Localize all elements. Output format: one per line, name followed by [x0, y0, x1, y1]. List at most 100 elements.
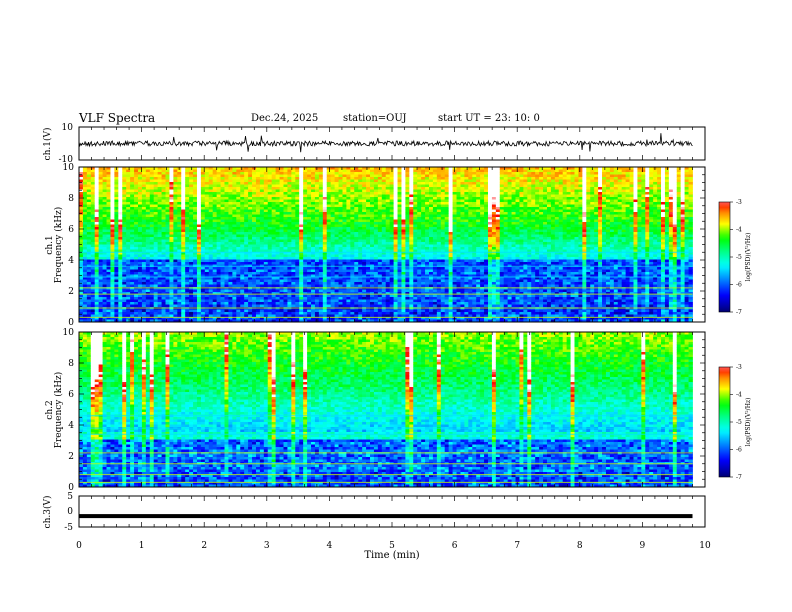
spectrogram-cell	[196, 269, 202, 273]
spectrogram-cell	[255, 279, 261, 283]
spectrogram-cell	[165, 319, 170, 323]
spectrogram-cell	[263, 247, 269, 250]
spectrogram-cell	[326, 214, 332, 218]
spectrogram-cell	[244, 272, 249, 275]
ch1-waveform-xticks	[78, 127, 706, 160]
spectrogram-cell	[381, 309, 387, 313]
spectrogram-cell	[90, 197, 96, 200]
spectrogram-cell	[322, 292, 328, 295]
spectrogram-cell	[291, 222, 296, 225]
spectrogram-cell	[196, 234, 202, 238]
spectrogram-cell	[283, 232, 288, 235]
spectrogram-cell	[295, 302, 300, 305]
spectrogram-cell	[126, 274, 131, 278]
spectrogram-cell	[110, 252, 115, 255]
spectrogram-cell	[338, 169, 343, 173]
spectrogram-cell	[110, 304, 115, 308]
spectrogram-cell	[248, 224, 253, 228]
spectrogram-cell	[255, 204, 261, 208]
spectrogram-cell	[299, 229, 304, 233]
spectrogram-cell	[326, 269, 332, 273]
spectrogram-cell	[295, 319, 300, 323]
spectrogram-cell	[307, 317, 312, 320]
spectrogram-cell	[307, 177, 312, 180]
spectrogram-cell	[370, 279, 375, 283]
spectrogram-cell	[130, 244, 135, 248]
spectrogram-cell	[287, 229, 292, 233]
spectrogram-cell	[295, 287, 300, 290]
spectrogram-cell	[118, 279, 123, 283]
spectrogram-cell	[212, 312, 218, 315]
spectrogram-cell	[232, 277, 237, 280]
spectrogram-cell	[322, 209, 328, 213]
spectrogram-cell	[212, 299, 218, 303]
spectrogram-cell	[263, 217, 269, 220]
spectrogram-cell	[208, 294, 214, 298]
spectrogram-cell	[177, 172, 182, 175]
spectrogram-cell	[208, 217, 214, 220]
spectrogram-cell	[283, 262, 288, 265]
spectrogram-cell	[377, 189, 383, 193]
spectrogram-cell	[362, 257, 367, 260]
spectrogram-cell	[204, 244, 210, 248]
spectrogram-cell	[358, 302, 363, 305]
spectrogram-cell	[208, 249, 214, 253]
spectrogram-cell	[259, 204, 265, 208]
spectrogram-cell	[346, 292, 351, 295]
spectrogram-cell	[130, 297, 135, 300]
spectrogram-cell	[366, 292, 371, 295]
spectrogram-cell	[110, 222, 115, 225]
spectrogram-cell	[342, 202, 347, 205]
spectrogram-cell	[141, 177, 147, 180]
spectrogram-cell	[204, 214, 210, 218]
spectrogram-cell	[106, 287, 111, 290]
spectrogram-cell	[358, 232, 363, 235]
spectrogram-cell	[263, 227, 269, 230]
spectrogram-cell	[240, 309, 245, 313]
spectrogram-cell	[212, 239, 218, 243]
spectrogram-cell	[263, 302, 269, 305]
spectrogram-cell	[169, 252, 174, 255]
spectrogram-cell	[169, 219, 174, 223]
spectrogram-cell	[381, 267, 387, 270]
spectrogram-cell	[307, 212, 312, 215]
spectrogram-cell	[318, 252, 324, 255]
spectrogram-cell	[110, 284, 115, 288]
spectrogram-cell	[354, 282, 359, 285]
spectrogram-cell	[267, 284, 273, 288]
spectrogram-cell	[189, 252, 194, 255]
spectrogram-cell	[346, 222, 351, 225]
spectrogram-cell	[86, 207, 92, 210]
spectrogram-cell	[346, 257, 351, 260]
spectrogram-cell	[366, 204, 371, 208]
spectrogram-cell	[79, 194, 84, 198]
spectrogram-cell	[137, 224, 143, 228]
spectrogram-cell	[334, 184, 339, 188]
spectrogram-cell	[232, 224, 237, 228]
spectrogram-cell	[366, 287, 371, 290]
spectrogram-cell	[330, 179, 336, 183]
spectrogram-cell	[185, 192, 190, 195]
spectrogram-cell	[122, 257, 127, 260]
spectrogram-cell	[303, 169, 308, 173]
spectrogram-cell	[370, 222, 375, 225]
spectrogram-cell	[311, 227, 316, 230]
spectrogram-cell	[271, 174, 277, 178]
spectrogram-cell	[287, 202, 292, 205]
spectrogram-cell	[216, 199, 221, 203]
spectrogram-cell	[259, 297, 265, 300]
spectrogram-cell	[267, 314, 273, 318]
spectrogram-cell	[185, 197, 190, 200]
spectrogram-cell	[94, 232, 100, 235]
spectrogram-cell	[193, 312, 198, 315]
spectrogram-cell	[291, 254, 296, 258]
spectrogram-cell	[200, 297, 206, 300]
spectrogram-cell	[212, 274, 218, 278]
spectrogram-cell	[208, 317, 214, 320]
spectrogram-cell	[303, 229, 308, 233]
spectrogram-cell	[126, 227, 131, 230]
spectrogram-cell	[208, 269, 214, 273]
spectrogram-cell	[299, 219, 304, 223]
spectrogram-cell	[185, 279, 190, 283]
spectrogram-cell	[122, 182, 127, 185]
